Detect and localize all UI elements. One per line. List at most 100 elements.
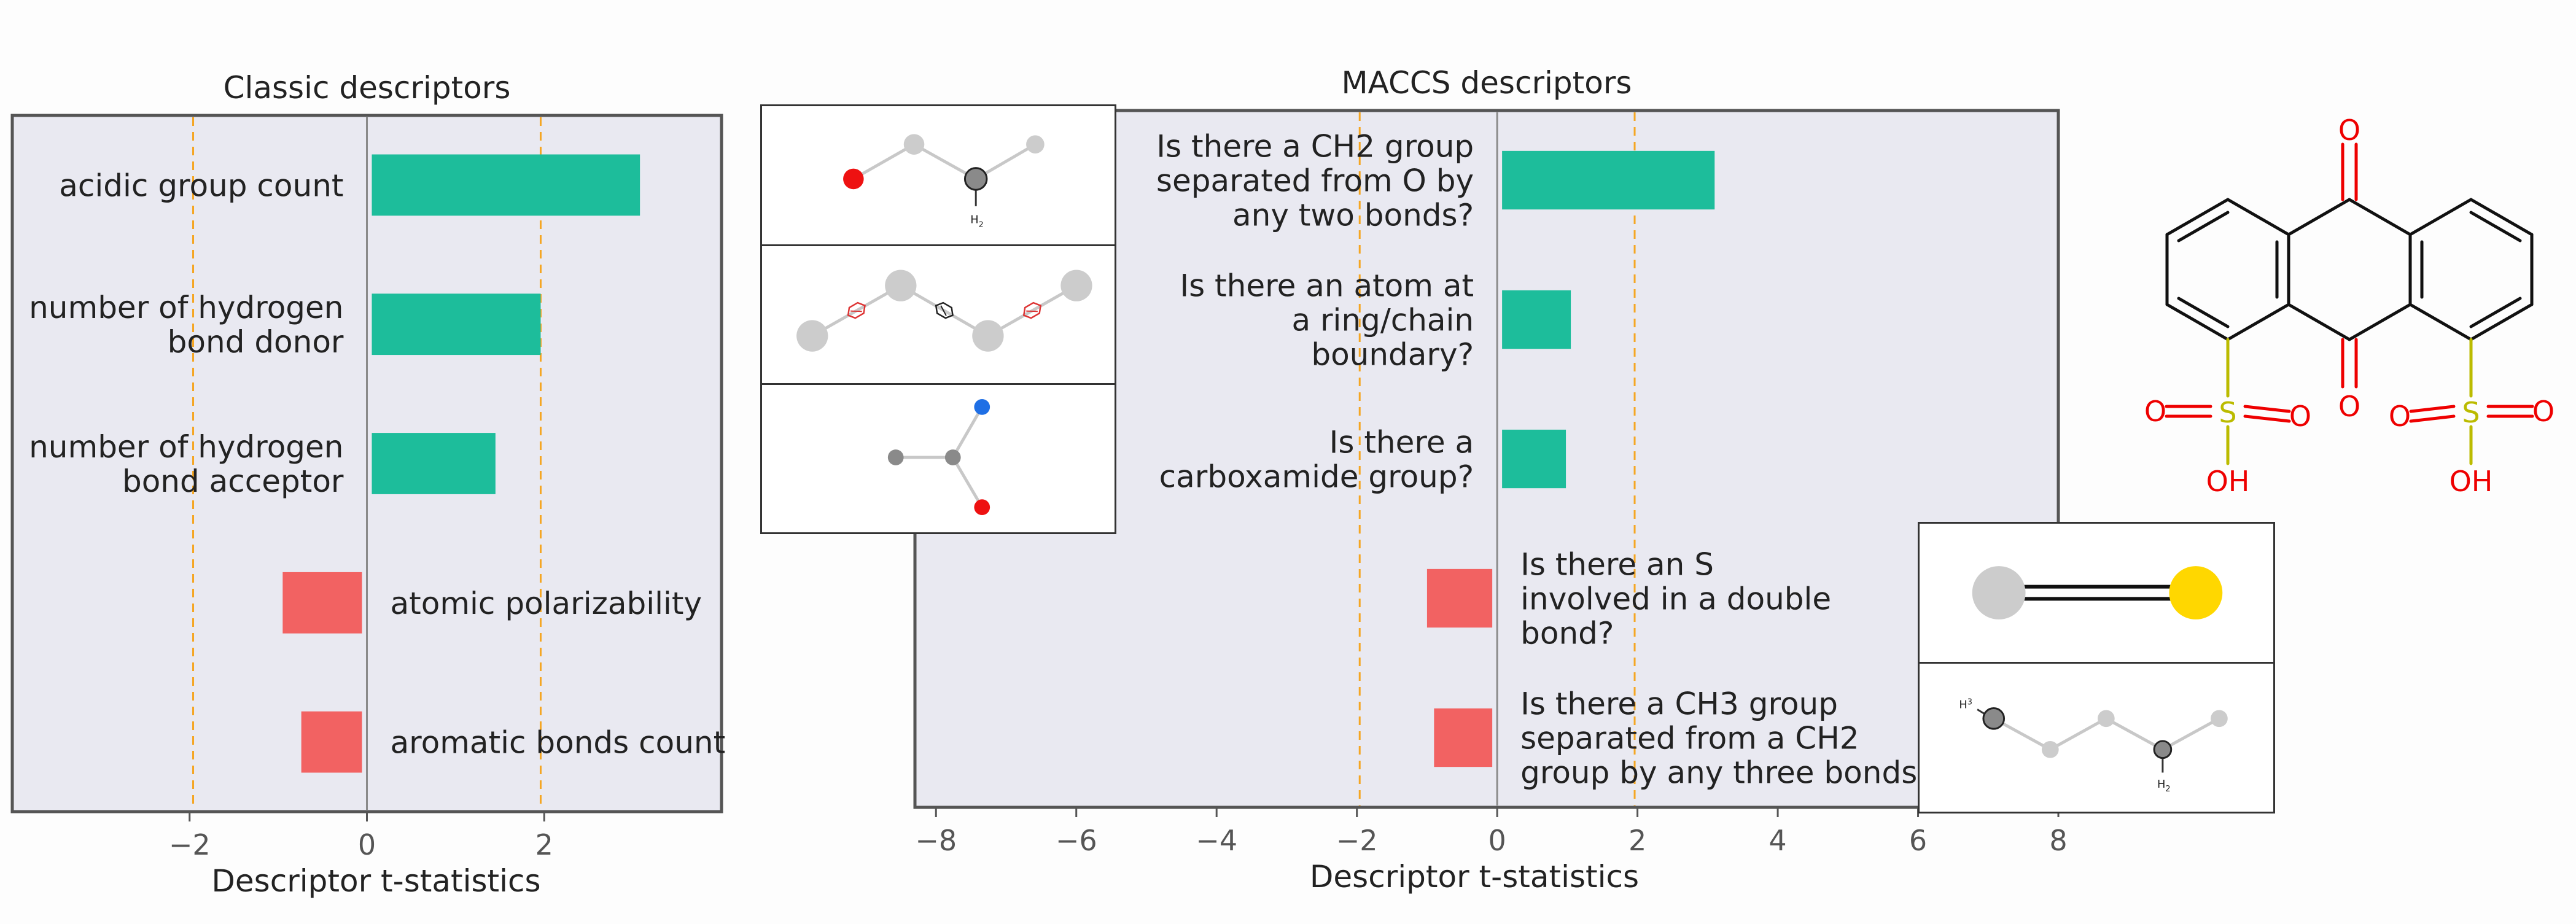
- hydroxyl-left: OH: [2206, 465, 2250, 498]
- category-label: aromatic bonds count: [391, 725, 726, 761]
- x-tick-label: −6: [1056, 824, 1097, 857]
- category-label: Is there a carboxamide group?: [1159, 425, 1474, 495]
- carbon-atom: [1026, 135, 1045, 153]
- x-tick-label: −8: [915, 824, 957, 857]
- sulfur-right: S: [2462, 396, 2480, 429]
- ch2-o-two-bonds-fragment: H2: [762, 106, 1115, 246]
- bar: [372, 293, 541, 355]
- h2-label: H2: [970, 214, 984, 229]
- nitrogen-atom: [974, 399, 990, 415]
- red-ring-marker: [847, 301, 866, 319]
- bar: [1502, 150, 1715, 210]
- x-tick-label: 6: [1909, 824, 1927, 857]
- ring-atom: [885, 270, 917, 301]
- h2-label: H2: [2157, 778, 2171, 794]
- category-label-line: separated from O by: [1156, 163, 1474, 199]
- x-axis-label: Descriptor t-statistics: [1310, 859, 1639, 895]
- category-label-line: Is there an atom at: [1180, 268, 1474, 304]
- x-tick-label: 0: [1488, 824, 1506, 857]
- bar: [1502, 429, 1566, 489]
- category-label-line: atomic polarizability: [391, 586, 702, 621]
- carbon-atom: [2211, 710, 2228, 728]
- black-ring-marker: [935, 301, 954, 319]
- bar: [372, 154, 640, 216]
- category-label-line: Is there a CH3 group: [1520, 686, 1838, 722]
- chart-title: MACCS descriptors: [1342, 65, 1632, 101]
- hydroxyl-right: OH: [2450, 465, 2493, 498]
- sulfur-atom: [2169, 566, 2223, 619]
- category-label-line: a ring/chain: [1291, 303, 1474, 338]
- carbon-atom: [2041, 740, 2059, 758]
- category-label: Is there a CH3 group separated from a CH2…: [1520, 686, 1934, 791]
- x-tick-label: 2: [1628, 824, 1646, 857]
- carbonyl-oxygen-top: O: [2338, 114, 2360, 147]
- category-label-line: any two bonds?: [1232, 198, 1474, 233]
- ring-atom: [972, 320, 1004, 352]
- x-tick-label: −2: [169, 828, 211, 861]
- category-label-line: bond?: [1520, 616, 1614, 651]
- category-label: number of hydrogen bond acceptor: [29, 429, 344, 499]
- category-label-line: group by any three bonds?: [1520, 755, 1934, 791]
- bar: [1502, 290, 1571, 349]
- ring-atom: [796, 320, 828, 352]
- category-label-line: carboxamide group?: [1159, 459, 1474, 495]
- ring-atom: [1060, 270, 1092, 301]
- category-label: acidic group count: [59, 168, 343, 203]
- x-tick-label: 8: [2049, 824, 2067, 857]
- category-label-line: Is there a CH2 group: [1156, 129, 1474, 165]
- category-label-line: bond acceptor: [122, 464, 344, 499]
- x-tick-label: 4: [1769, 824, 1786, 857]
- ch3-carbon-atom: [1982, 707, 2006, 730]
- category-label-line: number of hydrogen: [29, 429, 343, 465]
- category-label: atomic polarizability: [391, 586, 702, 621]
- bar: [1426, 569, 1493, 628]
- bar: [301, 711, 362, 773]
- carbon-atom: [903, 134, 925, 155]
- bar: [1434, 708, 1493, 767]
- x-axis-label: Descriptor t-statistics: [211, 863, 540, 899]
- atom: [1972, 566, 2026, 619]
- category-label-line: involved in a double: [1520, 581, 1831, 617]
- anthraquinone-disulfonic-acid-structure: O O S S O O O O OH OH: [2144, 114, 2555, 498]
- carbon-atom: [2097, 710, 2115, 728]
- ring-chain-boundary-fragment: [762, 246, 1115, 385]
- category-label: Is there a CH2 group separated from O by a…: [1156, 129, 1474, 233]
- category-label: Is there an atom at a ring/chain boundary?: [1180, 268, 1474, 373]
- sulfonyl-oxygen-right-inner: O: [2389, 400, 2411, 433]
- sulfur-left: S: [2219, 396, 2236, 429]
- ch2-carbon-atom: [2153, 740, 2173, 759]
- maccs-negative-substructures-panel: H3 H2: [1918, 522, 2275, 813]
- category-label-line: Is there a: [1329, 425, 1474, 460]
- maccs-positive-substructures-panel: H2: [760, 104, 1116, 534]
- category-label-line: bond donor: [168, 324, 344, 360]
- sulfonyl-oxygen-left-outer: O: [2144, 395, 2166, 428]
- category-label-line: boundary?: [1311, 337, 1474, 373]
- category-label-line: acidic group count: [59, 168, 343, 203]
- carbon-atom: [944, 449, 961, 465]
- oxygen-atom: [974, 499, 990, 516]
- x-tick-label: −2: [1336, 824, 1378, 857]
- bar: [372, 433, 496, 494]
- ch2-carbon-atom: [963, 167, 988, 191]
- category-label-line: number of hydrogen: [29, 290, 343, 325]
- oxygen-atom: [843, 168, 864, 190]
- carbon-atom: [887, 449, 904, 465]
- x-tick-label: 2: [535, 828, 553, 861]
- x-tick-label: −4: [1196, 824, 1237, 857]
- bar: [282, 572, 362, 634]
- category-label-line: separated from a CH2: [1520, 721, 1859, 756]
- carboxamide-fragment: [762, 385, 1115, 532]
- category-label-line: aromatic bonds count: [391, 725, 726, 761]
- category-label: number of hydrogen bond donor: [29, 290, 344, 360]
- category-label-line: Is there an S: [1520, 547, 1714, 583]
- chart-title: Classic descriptors: [224, 70, 511, 106]
- ch3-ch2-three-bonds-fragment: H3 H2: [1920, 664, 2273, 812]
- sulfonyl-oxygen-right-outer: O: [2532, 395, 2555, 428]
- h3-label: H3: [1959, 698, 1972, 712]
- sulfonyl-oxygen-left-inner: O: [2289, 400, 2311, 433]
- red-ring-marker: [1022, 301, 1041, 319]
- s-double-bond-fragment: [1920, 524, 2273, 664]
- carbonyl-oxygen-bottom: O: [2338, 390, 2360, 423]
